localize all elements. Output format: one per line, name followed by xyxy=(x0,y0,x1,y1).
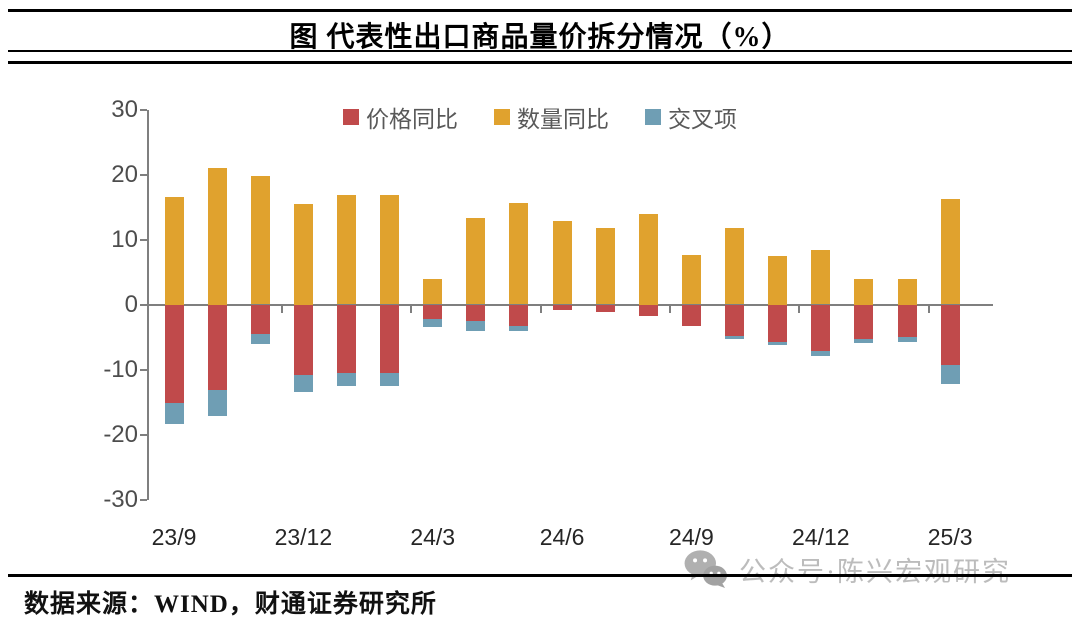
legend-label-cross: 交叉项 xyxy=(668,107,737,132)
bar-price xyxy=(336,304,356,373)
bar-cross xyxy=(466,321,486,332)
legend-label-quantity: 数量同比 xyxy=(517,107,609,132)
y-axis-tick xyxy=(140,238,147,241)
bar-cross xyxy=(164,403,184,425)
bar-quantity xyxy=(509,203,529,305)
y-axis-label: -10 xyxy=(103,355,138,383)
legend: 价格同比 数量同比 交叉项 xyxy=(343,100,737,134)
bar-quantity xyxy=(380,195,400,305)
bar-quantity xyxy=(423,279,443,305)
bar-price xyxy=(552,304,572,311)
bar-price xyxy=(293,304,313,375)
legend-item-quantity: 数量同比 xyxy=(494,100,609,134)
y-axis-label: -30 xyxy=(103,485,138,513)
y-axis-tick xyxy=(140,498,147,501)
bar-quantity xyxy=(250,175,270,305)
bar-quantity xyxy=(768,255,788,305)
bar-cross xyxy=(423,318,443,327)
x-axis-tick xyxy=(798,305,801,313)
watermark-text: 公众号·陈兴宏观研究 xyxy=(739,556,1011,587)
bar-price xyxy=(897,304,917,337)
footer-rule xyxy=(8,574,1072,577)
y-axis-tick xyxy=(140,303,147,306)
cross-swatch-icon xyxy=(645,109,661,125)
bar-quantity xyxy=(638,213,658,305)
bar-quantity xyxy=(164,197,184,305)
bar-cross xyxy=(336,372,356,386)
bar-quantity xyxy=(897,278,917,305)
y-axis-tick xyxy=(140,368,147,371)
bar-quantity xyxy=(940,198,960,305)
bar-quantity xyxy=(293,203,313,305)
title-top-rule xyxy=(8,9,1072,12)
legend-label-price: 价格同比 xyxy=(366,107,458,132)
y-axis-label: 30 xyxy=(111,95,138,123)
bar-price xyxy=(466,304,486,322)
x-axis-tick xyxy=(280,305,283,313)
bar-quantity xyxy=(552,220,572,305)
header-thick-rule xyxy=(8,61,1072,64)
bar-cross xyxy=(293,374,313,392)
x-axis-label: 24/9 xyxy=(669,524,714,550)
bar-price xyxy=(725,304,745,336)
bar-quantity xyxy=(854,278,874,305)
bar-price xyxy=(811,304,831,351)
bar-price xyxy=(940,304,960,365)
wechat-icon xyxy=(684,550,727,589)
bar-price xyxy=(595,304,615,313)
bar-cross xyxy=(811,350,831,356)
x-axis-tick xyxy=(668,305,671,313)
y-axis-tick xyxy=(140,173,147,176)
y-axis-label: 0 xyxy=(124,290,138,318)
bar-quantity xyxy=(466,218,486,305)
x-axis-label: 24/3 xyxy=(410,524,456,550)
quantity-swatch-icon xyxy=(494,109,510,125)
x-axis-tick xyxy=(927,305,930,313)
y-axis-label: 10 xyxy=(111,225,138,253)
bar-price xyxy=(509,304,529,326)
y-axis-tick xyxy=(140,108,147,111)
bar-quantity xyxy=(681,255,701,305)
bar-price xyxy=(638,304,658,317)
x-axis-label: 23/9 xyxy=(151,524,197,550)
y-axis-label: -20 xyxy=(103,420,138,448)
x-axis-label: 24/12 xyxy=(792,524,850,550)
x-axis-label: 25/3 xyxy=(927,524,973,550)
y-axis-tick xyxy=(140,433,147,436)
watermark: 公众号·陈兴宏观研究 xyxy=(683,549,1011,589)
bar-price xyxy=(380,304,400,373)
bar-quantity xyxy=(595,227,615,305)
bar-price xyxy=(768,304,788,342)
bar-price xyxy=(681,304,701,326)
bar-price xyxy=(423,304,443,319)
bar-price xyxy=(207,304,227,391)
bar-cross xyxy=(940,364,960,385)
title-bottom-rule xyxy=(8,50,1072,52)
x-axis-tick xyxy=(410,305,413,313)
x-axis-tick xyxy=(539,305,542,313)
y-axis-label: 20 xyxy=(111,160,138,188)
bar-cross xyxy=(207,390,227,416)
bar-cross xyxy=(854,338,874,343)
legend-item-price: 价格同比 xyxy=(343,100,458,134)
bar-cross xyxy=(509,325,529,332)
bar-quantity xyxy=(811,249,831,305)
bar-price xyxy=(164,304,184,404)
bar-cross xyxy=(725,335,745,339)
bar-quantity xyxy=(207,168,227,305)
bar-cross xyxy=(768,341,788,345)
bar-price xyxy=(250,304,270,335)
chart-title: 图 代表性出口商品量价拆分情况（%） xyxy=(289,22,791,53)
bar-quantity xyxy=(336,195,356,305)
x-axis-label: 23/12 xyxy=(274,524,333,550)
source-note: 数据来源：WIND，财通证券研究所 xyxy=(24,591,437,618)
legend-item-cross: 交叉项 xyxy=(645,100,737,134)
x-axis-label: 24/6 xyxy=(539,524,585,550)
bar-cross xyxy=(897,337,917,342)
bar-cross xyxy=(380,372,400,387)
bar-quantity xyxy=(725,228,745,305)
bar-cross xyxy=(250,334,270,345)
price-swatch-icon xyxy=(343,109,359,125)
bar-price xyxy=(854,304,874,339)
